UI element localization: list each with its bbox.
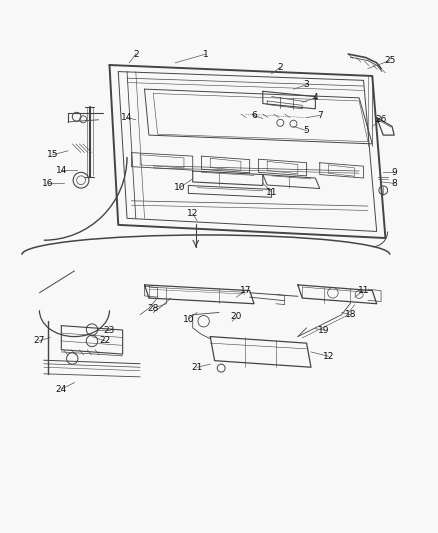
Text: 11: 11 <box>266 188 277 197</box>
Text: 25: 25 <box>384 56 396 65</box>
Text: 28: 28 <box>148 304 159 313</box>
Text: 27: 27 <box>34 336 45 345</box>
Text: 12: 12 <box>323 352 334 361</box>
Text: 11: 11 <box>358 286 369 295</box>
Text: 19: 19 <box>318 326 330 335</box>
Text: 7: 7 <box>317 111 323 120</box>
Text: 21: 21 <box>191 363 203 372</box>
Text: 23: 23 <box>104 326 115 335</box>
Text: 12: 12 <box>187 209 198 219</box>
Text: 1: 1 <box>203 50 209 59</box>
Text: 14: 14 <box>56 166 67 175</box>
Text: 24: 24 <box>56 385 67 394</box>
Text: 16: 16 <box>42 179 54 188</box>
Text: 2: 2 <box>133 50 138 59</box>
Text: 10: 10 <box>183 314 194 324</box>
Text: 2: 2 <box>278 63 283 72</box>
Text: 9: 9 <box>391 168 397 177</box>
Text: 5: 5 <box>304 126 310 135</box>
Text: 10: 10 <box>174 183 185 192</box>
Text: 18: 18 <box>345 310 356 319</box>
Text: 8: 8 <box>391 179 397 188</box>
Text: 15: 15 <box>47 150 58 159</box>
Text: 22: 22 <box>99 336 111 345</box>
Text: 20: 20 <box>231 312 242 321</box>
Text: 26: 26 <box>375 115 387 124</box>
Text: 3: 3 <box>304 80 310 89</box>
Text: 6: 6 <box>251 111 257 120</box>
Text: 14: 14 <box>121 113 133 122</box>
Text: 17: 17 <box>240 286 251 295</box>
Text: 4: 4 <box>313 93 318 102</box>
